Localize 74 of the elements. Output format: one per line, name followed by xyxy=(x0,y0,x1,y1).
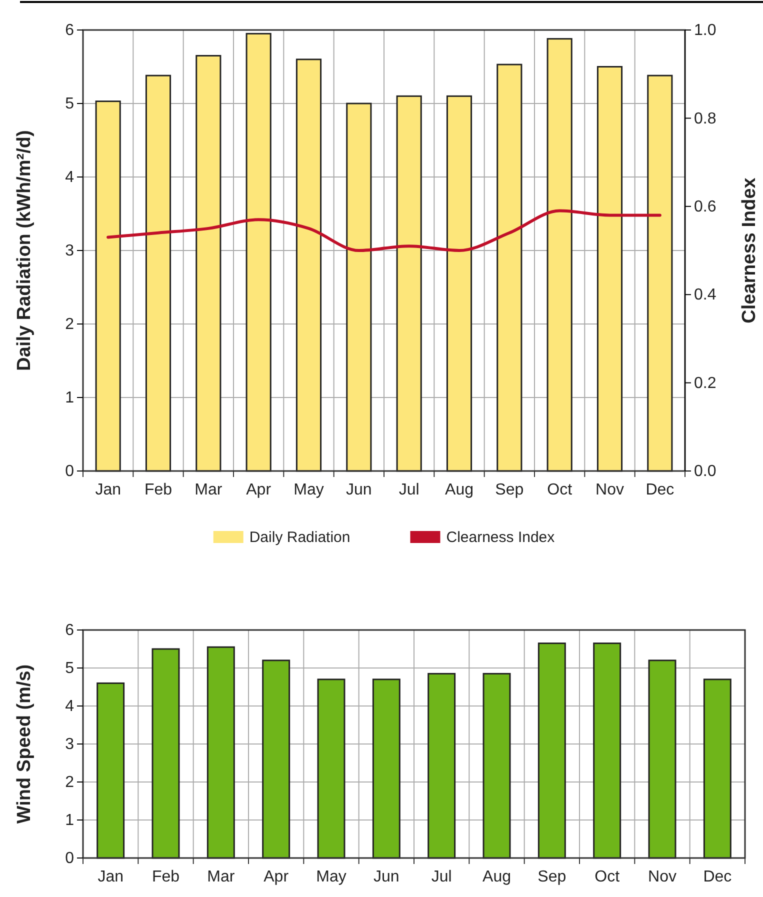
y-tick-label: 3 xyxy=(65,736,74,754)
bar xyxy=(95,100,121,472)
bar xyxy=(396,95,422,472)
bar xyxy=(648,660,676,859)
y-axis-title: Wind Speed (m/s) xyxy=(14,664,35,824)
x-tick-label: May xyxy=(316,868,346,886)
bar xyxy=(152,648,180,859)
bar xyxy=(482,672,511,859)
x-tick-label: Sep xyxy=(538,868,566,886)
bar xyxy=(703,678,732,859)
x-tick-label: Mar xyxy=(194,481,223,498)
bar xyxy=(246,32,272,472)
y-tick-label: 5 xyxy=(65,96,74,113)
y-tick-label: 2 xyxy=(65,316,74,334)
bar xyxy=(538,642,566,859)
x-tick-label: Jul xyxy=(398,481,420,498)
x-tick-label: Apr xyxy=(246,481,272,498)
y2-tick-label: 0.2 xyxy=(694,374,716,392)
x-tick-label: Aug xyxy=(482,868,511,886)
y-tick-label: 1 xyxy=(65,812,74,830)
legend-label: Daily Radiation xyxy=(249,529,350,546)
bar xyxy=(262,660,290,859)
bar xyxy=(206,646,235,859)
x-tick-label: Jun xyxy=(374,868,400,886)
x-tick-label: Nov xyxy=(596,481,624,498)
x-tick-label: Sep xyxy=(495,481,524,498)
y-tick-label: 4 xyxy=(65,169,74,186)
x-tick-label: Jul xyxy=(431,868,452,886)
bar xyxy=(428,672,456,859)
bar xyxy=(317,678,346,859)
bar xyxy=(96,682,125,859)
bar xyxy=(296,58,322,472)
bar xyxy=(196,54,222,472)
line-series xyxy=(106,209,662,252)
legend-label: Clearness Index xyxy=(446,529,556,546)
y2-tick-label: 1.0 xyxy=(694,22,716,40)
bar xyxy=(446,95,472,472)
x-tick-label: Feb xyxy=(144,481,172,498)
y-tick-label: 1 xyxy=(65,390,74,407)
x-tick-label: Dec xyxy=(646,481,674,498)
bar xyxy=(593,642,622,859)
x-tick-label: Jan xyxy=(95,481,121,498)
y2-tick-label: 0.0 xyxy=(694,463,716,480)
y-tick-label: 4 xyxy=(65,698,74,716)
bar xyxy=(496,64,522,472)
y-tick-label: 6 xyxy=(65,22,74,40)
bar xyxy=(596,66,623,472)
y2-tick-label: 0.8 xyxy=(694,110,716,128)
y-tick-label: 0 xyxy=(65,463,74,480)
x-tick-label: Aug xyxy=(445,481,474,498)
bar xyxy=(346,102,372,472)
y-tick-label: 2 xyxy=(65,774,74,792)
bar xyxy=(145,74,172,472)
x-tick-label: Mar xyxy=(207,868,236,886)
bar xyxy=(546,38,572,472)
y-tick-label: 5 xyxy=(65,660,74,678)
x-tick-label: Apr xyxy=(264,868,290,886)
y-tick-label: 3 xyxy=(65,242,74,260)
y-tick-label: 6 xyxy=(65,622,74,640)
y2-axis-title: Clearness Index xyxy=(739,177,760,324)
x-tick-label: Jan xyxy=(98,868,124,886)
y-axis-title: Daily Radiation (kWh/m²/d) xyxy=(14,130,35,371)
x-tick-label: Jun xyxy=(346,481,372,498)
y2-tick-label: 0.4 xyxy=(694,286,716,304)
bar xyxy=(372,678,400,859)
y2-tick-label: 0.6 xyxy=(694,198,716,216)
x-tick-label: May xyxy=(294,481,324,498)
x-tick-label: Oct xyxy=(547,481,573,498)
x-tick-label: Feb xyxy=(152,868,180,886)
bar xyxy=(647,74,673,472)
x-tick-label: Dec xyxy=(703,868,732,886)
x-tick-label: Oct xyxy=(594,868,620,886)
x-tick-label: Nov xyxy=(648,868,676,886)
y-tick-label: 0 xyxy=(65,850,74,868)
